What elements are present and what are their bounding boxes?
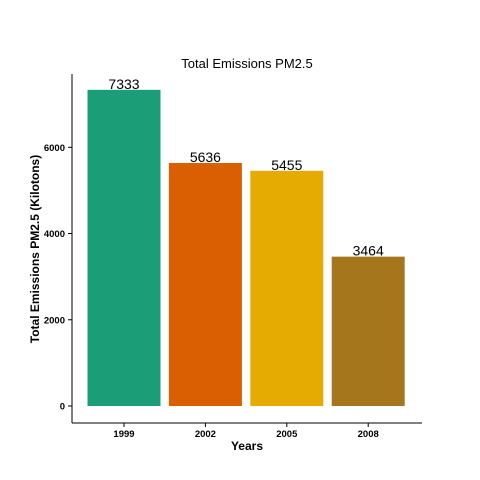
data-label-1999: 7333 xyxy=(108,76,139,92)
y-tick-label-6000: 6000 xyxy=(44,143,65,154)
y-tick-label-2000: 2000 xyxy=(44,315,65,326)
x-tick-label-1999: 1999 xyxy=(113,429,134,440)
chart-title: Total Emissions PM2.5 xyxy=(181,56,313,71)
x-tick-label-2002: 2002 xyxy=(195,429,216,440)
x-tick-label-2005: 2005 xyxy=(276,429,298,440)
y-axis-ticks: 0 2000 4000 6000 xyxy=(44,143,72,413)
data-label-2008: 3464 xyxy=(353,243,384,259)
x-axis-ticks: 1999 2002 2005 2008 xyxy=(113,423,379,440)
x-axis-title: Years xyxy=(231,439,263,453)
bar-2005 xyxy=(250,170,324,406)
bar-2008 xyxy=(331,256,405,406)
bars-group xyxy=(87,89,405,406)
y-axis-title: Total Emissions PM2.5 (Kilotons) xyxy=(28,155,42,343)
bar-1999 xyxy=(87,89,161,406)
data-labels-group: 7333 5636 5455 3464 xyxy=(108,76,384,259)
data-label-2005: 5455 xyxy=(271,157,302,173)
bar-2002 xyxy=(168,162,242,406)
data-label-2002: 5636 xyxy=(190,149,221,165)
x-tick-label-2008: 2008 xyxy=(358,429,379,440)
y-tick-label-0: 0 xyxy=(60,402,65,413)
y-tick-label-4000: 4000 xyxy=(44,229,65,240)
